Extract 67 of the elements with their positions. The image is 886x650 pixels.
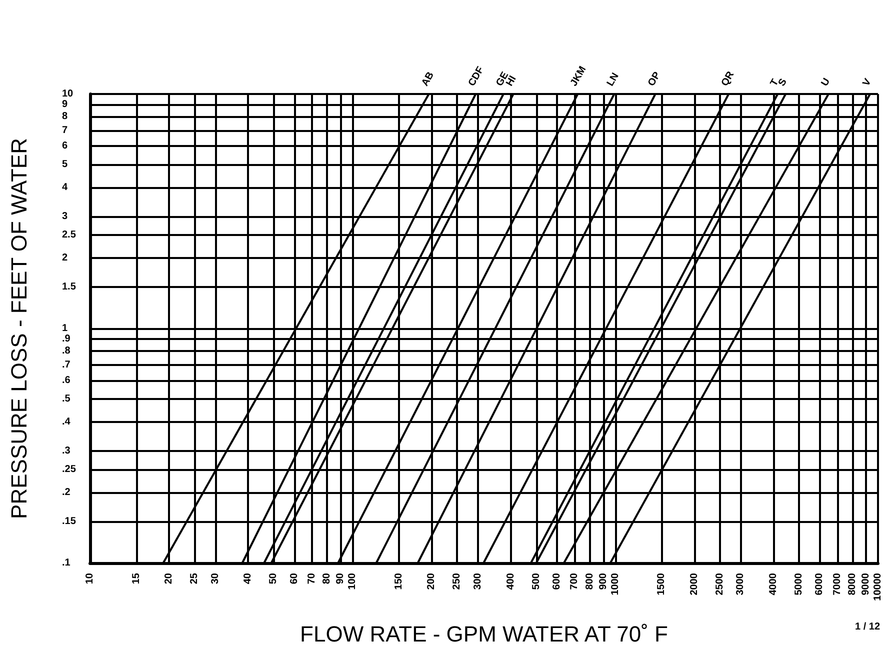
y-tick-label: .7 — [62, 359, 71, 370]
x-tick-label: 10 — [84, 572, 96, 584]
y-tick-label: 6 — [62, 140, 68, 152]
x-tick-label: 300 — [472, 572, 484, 590]
x-tick-label: 2500 — [714, 572, 726, 596]
x-tick-label: 250 — [452, 572, 463, 590]
x-tick-label: 90 — [335, 572, 346, 584]
x-tick-label: 80 — [322, 572, 333, 584]
y-tick-label: 9 — [62, 99, 68, 110]
x-tick-label: 50 — [268, 572, 280, 584]
x-tick-label: 800 — [584, 572, 596, 590]
y-tick-label: .6 — [62, 375, 71, 386]
y-tick-label: .1 — [62, 558, 71, 568]
x-tick-label: 200 — [426, 572, 438, 590]
y-tick-label: 2 — [62, 252, 68, 264]
y-tick-label: .8 — [62, 346, 71, 357]
x-tick-label: 1500 — [656, 572, 668, 596]
text: QR — [720, 70, 737, 88]
x-tick-label: 150 — [393, 572, 404, 590]
x-tick-label: 600 — [552, 572, 563, 590]
x-tick-label: 700 — [569, 572, 580, 590]
y-tick-label: .5 — [62, 394, 71, 405]
y-tick-label: 2.5 — [62, 230, 76, 241]
y-tick-label: 3 — [62, 211, 68, 222]
x-tick-label: 400 — [505, 572, 516, 590]
x-tick-label: 70 — [306, 572, 318, 584]
x-tick-label: 15 — [130, 572, 142, 584]
y-tick-label: .4 — [62, 416, 71, 428]
x-tick-label: 20 — [164, 572, 175, 584]
y-tick-label: 7 — [62, 124, 68, 136]
x-tick-label: 900 — [598, 572, 609, 590]
x-tick-label: 2000 — [688, 572, 700, 596]
x-tick-label: 3000 — [735, 572, 746, 596]
y-tick-label: 1 — [62, 323, 68, 334]
text: LN — [605, 71, 622, 88]
y-tick-label: .2 — [62, 486, 71, 498]
x-tick-label: 60 — [288, 572, 300, 584]
x-tick-label: 4000 — [768, 572, 779, 596]
y-tick-label: .15 — [62, 516, 76, 528]
text: U — [819, 76, 833, 88]
x-tick-label: 1000 — [610, 572, 621, 596]
y-tick-label: .3 — [62, 446, 71, 457]
y-axis-title: PRESSURE LOSS - FEET OF WATER — [6, 138, 32, 519]
y-tick-label: 5 — [62, 159, 68, 170]
x-tick-label: 25 — [189, 572, 200, 584]
text: OP — [646, 70, 664, 88]
x-tick-label: 10000 — [872, 572, 884, 601]
x-tick-label: 9000 — [860, 572, 872, 596]
x-tick-label: 100 — [347, 572, 358, 590]
y-tick-label: 4 — [62, 182, 68, 193]
text: V — [860, 76, 874, 88]
x-tick-label: 6000 — [814, 572, 826, 596]
text: AB — [420, 70, 436, 88]
y-tick-label: .9 — [62, 334, 71, 345]
x-axis-title: FLOW RATE - GPM WATER AT 70˚ F — [300, 622, 668, 646]
y-tick-label: 8 — [62, 111, 68, 122]
y-tick-label: 1.5 — [62, 282, 76, 293]
x-tick-label: 5000 — [793, 572, 804, 596]
x-tick-label: 8000 — [847, 572, 858, 596]
text: 1 / 12 — [854, 622, 880, 632]
x-tick-label: 7000 — [832, 572, 843, 596]
y-tick-label: 10 — [62, 88, 74, 100]
x-tick-label: 30 — [210, 572, 221, 584]
text: S — [776, 76, 790, 88]
x-tick-label: 500 — [530, 572, 542, 590]
x-tick-label: 40 — [242, 572, 254, 584]
y-tick-label: .25 — [62, 464, 76, 476]
